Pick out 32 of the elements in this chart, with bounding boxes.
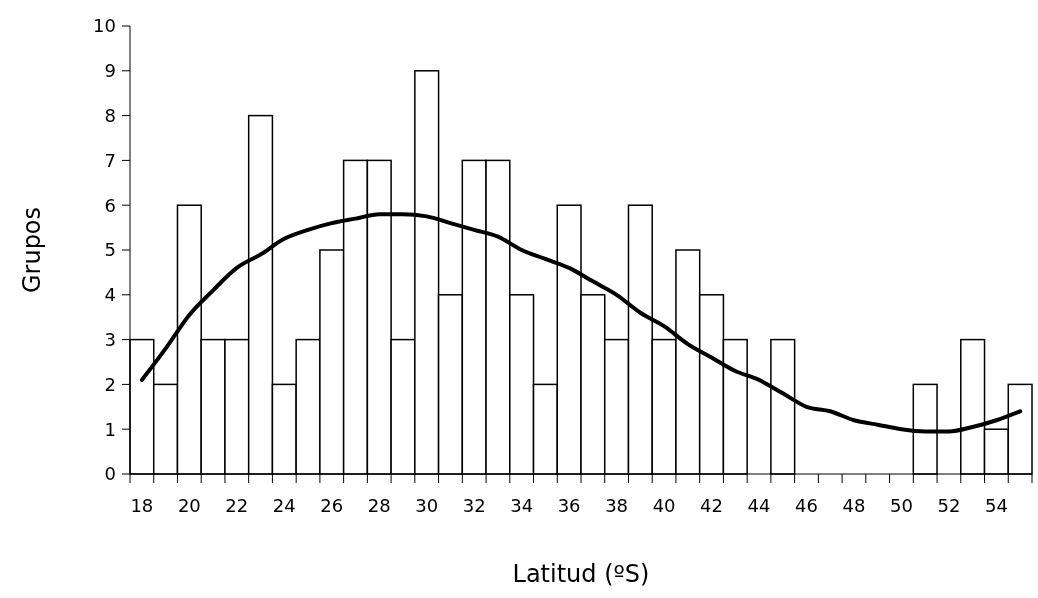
x-tick-label: 22 [225, 495, 249, 516]
x-tick-label: 46 [795, 495, 818, 516]
x-tick-label: 20 [177, 495, 201, 516]
y-tick-label: 5 [104, 239, 116, 261]
x-tick-label: 32 [462, 495, 486, 516]
y-tick-label: 0 [104, 463, 116, 485]
y-tick-label: 6 [104, 194, 116, 216]
y-axis-title: Grupos [18, 206, 46, 294]
x-tick-label: 52 [937, 495, 961, 516]
x-tick-label: 48 [842, 495, 866, 516]
y-tick-label: 7 [104, 149, 116, 171]
y-tick-label: 9 [104, 60, 116, 82]
x-tick-label: 38 [605, 495, 629, 516]
x-tick-label: 42 [700, 495, 724, 516]
x-tick-label: 24 [272, 495, 296, 516]
x-tick-label: 50 [889, 495, 913, 516]
x-tick-label: 36 [557, 495, 581, 516]
y-tick-label: 8 [104, 104, 116, 126]
y-tick-label: 10 [93, 15, 116, 37]
y-tick-label: 2 [104, 373, 116, 395]
x-tick-label: 26 [320, 495, 344, 516]
x-tick-label: 28 [367, 495, 391, 516]
x-tick-label: 18 [130, 495, 154, 516]
x-tick-label: 34 [510, 495, 534, 516]
y-tick-label: 3 [104, 328, 116, 350]
x-tick-label: 40 [652, 495, 676, 516]
x-axis-title: Latitud (ºS) [512, 560, 650, 588]
x-tick-label: 44 [747, 495, 771, 516]
x-tick-label: 54 [984, 495, 1008, 516]
y-tick-label: 1 [104, 418, 116, 440]
x-tick-label: 30 [415, 495, 439, 516]
y-tick-label: 4 [104, 284, 116, 306]
